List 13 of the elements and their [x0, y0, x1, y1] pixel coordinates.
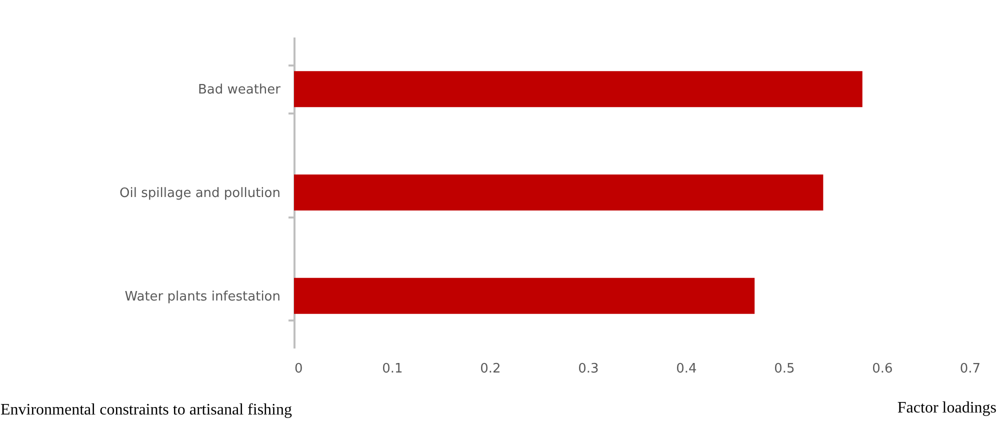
- y-tick-label: Oil spillage and pollution: [120, 186, 280, 201]
- x-axis-title: Factor loadings: [897, 400, 996, 416]
- y-tick-label: Water plants infestation: [124, 289, 280, 304]
- x-tick-label: 0.5: [774, 362, 795, 376]
- x-tick-label: 0.2: [480, 362, 501, 376]
- x-tick-label: 0: [294, 362, 303, 376]
- x-tick-label: 0.6: [872, 362, 893, 376]
- y-axis-title: Environmental constraints to artisanal fishing: [0, 402, 292, 418]
- x-tick-label: 0.4: [676, 362, 697, 376]
- x-tick-label: 0.3: [578, 362, 599, 376]
- x-tick-label: 0.1: [382, 362, 403, 376]
- y-tick-label: Bad weather: [198, 82, 282, 98]
- x-tick-label: 0.7: [960, 362, 980, 376]
